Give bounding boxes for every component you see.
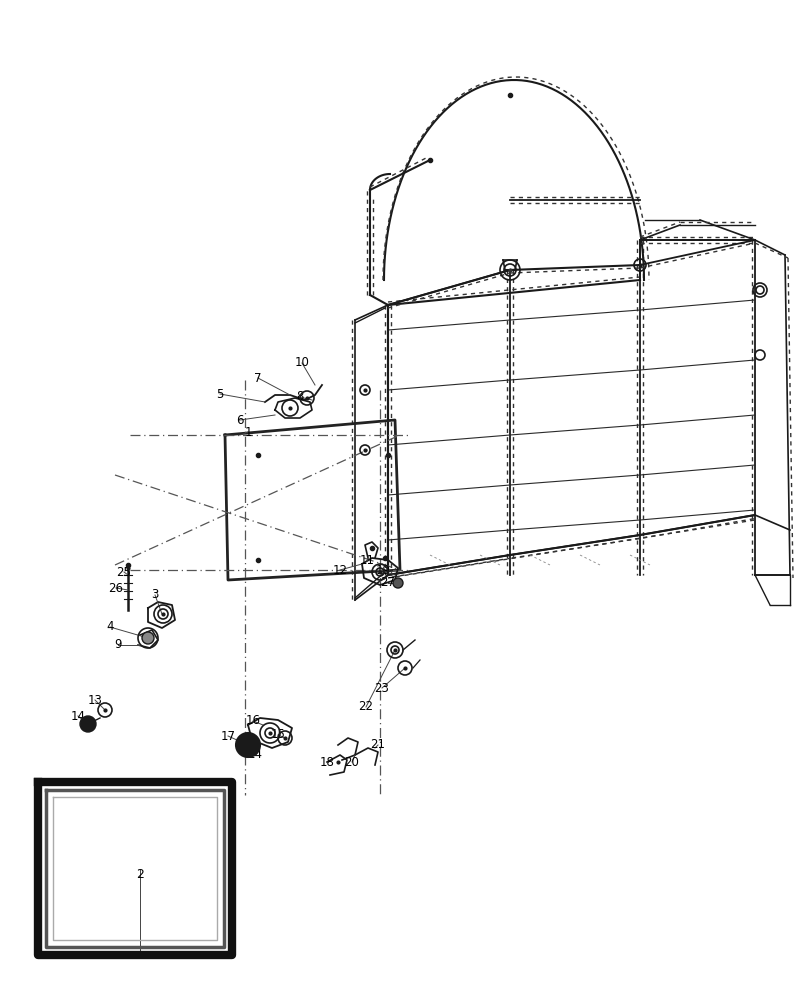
Text: 22: 22 <box>358 700 373 713</box>
Text: 9: 9 <box>114 638 122 652</box>
Circle shape <box>236 733 260 757</box>
Text: 25: 25 <box>117 566 131 578</box>
Text: 8: 8 <box>296 390 303 403</box>
Text: 19: 19 <box>375 564 390 578</box>
Text: 16: 16 <box>245 714 260 727</box>
Text: 3: 3 <box>151 588 158 601</box>
Text: 6: 6 <box>236 414 243 426</box>
Text: 4: 4 <box>106 620 114 634</box>
Text: 26: 26 <box>109 582 123 594</box>
Circle shape <box>80 716 96 732</box>
Text: 27: 27 <box>380 576 395 589</box>
Text: 12: 12 <box>332 564 347 576</box>
Text: 15: 15 <box>270 728 285 741</box>
Text: 11: 11 <box>359 554 374 568</box>
Text: 13: 13 <box>88 694 102 706</box>
Text: 21: 21 <box>370 738 385 752</box>
Text: 24: 24 <box>247 748 262 762</box>
Circle shape <box>142 632 154 644</box>
Text: 2: 2 <box>136 868 144 882</box>
Text: 10: 10 <box>294 357 309 369</box>
Text: 5: 5 <box>216 387 223 400</box>
Text: 1: 1 <box>244 426 251 438</box>
Circle shape <box>393 578 402 588</box>
Text: 14: 14 <box>71 710 85 722</box>
Text: 18: 18 <box>320 756 334 768</box>
Text: 17: 17 <box>221 729 235 742</box>
Text: 7: 7 <box>254 371 261 384</box>
Text: 20: 20 <box>344 756 359 768</box>
Text: 23: 23 <box>374 682 389 694</box>
